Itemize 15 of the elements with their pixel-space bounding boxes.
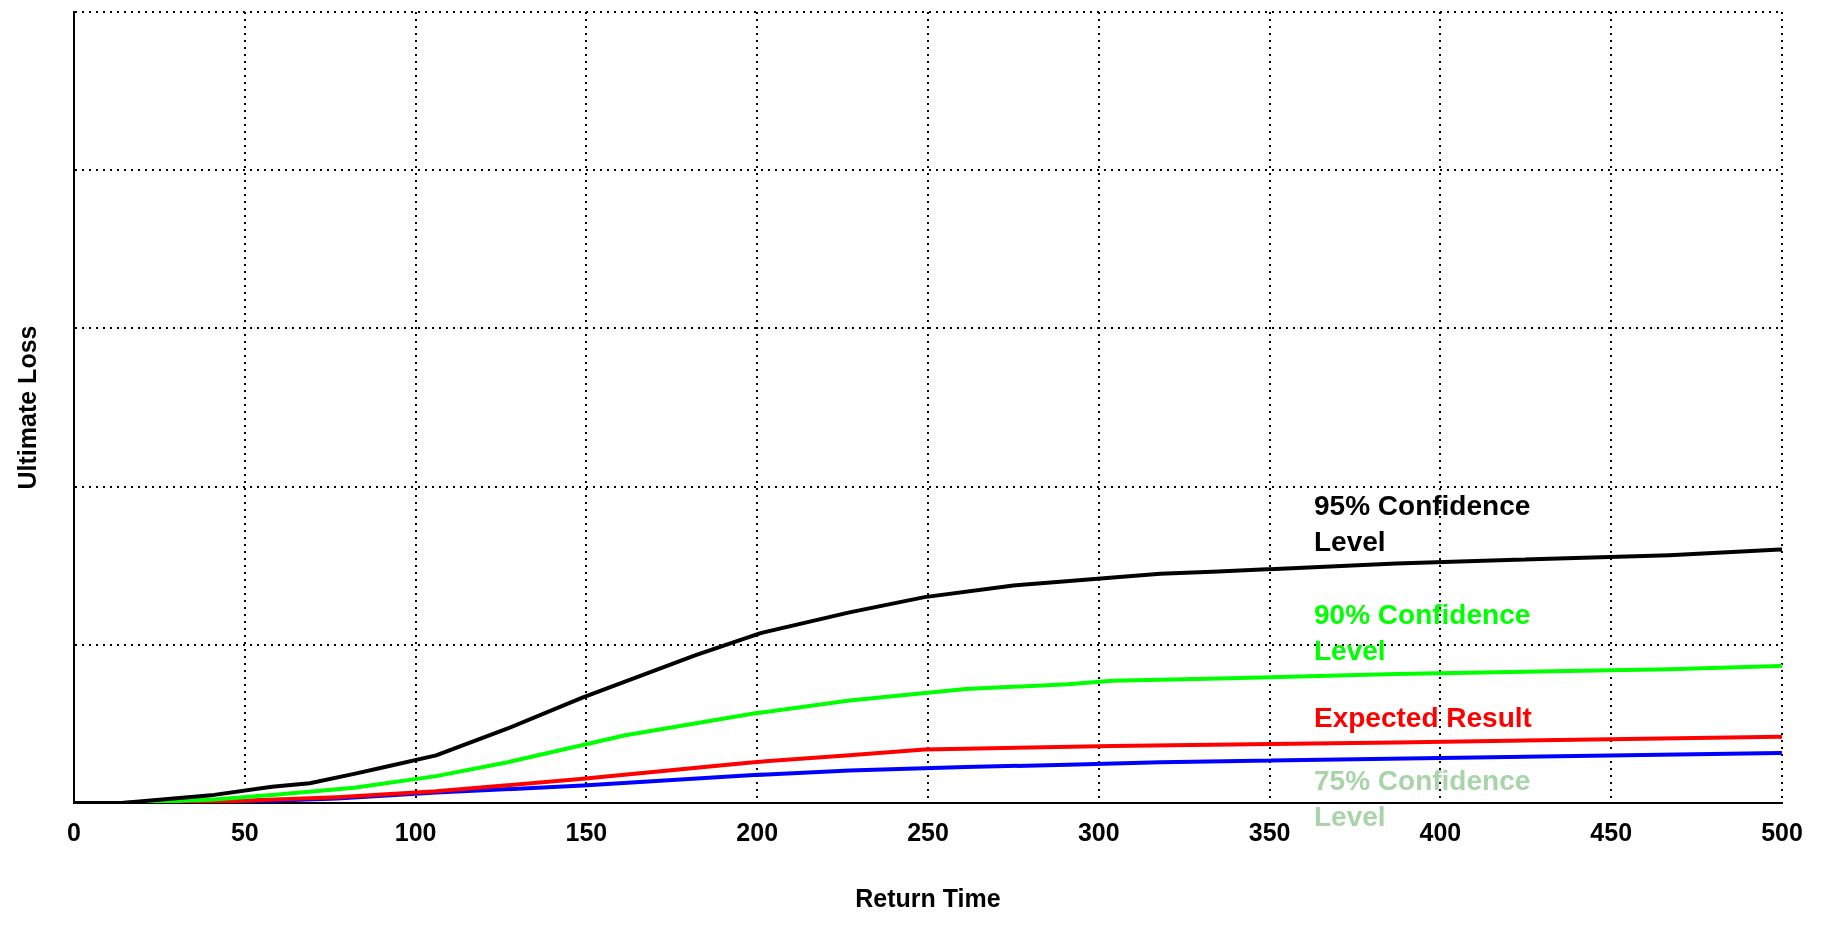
x-tick-label: 50 bbox=[230, 817, 259, 846]
series-label: 95% Confidence Level bbox=[1314, 489, 1531, 557]
x-tick-label: 450 bbox=[1590, 817, 1633, 846]
x-tick-label: 250 bbox=[907, 817, 949, 846]
x-tick-label: 500 bbox=[1761, 817, 1803, 846]
x-tick-label: 0 bbox=[67, 817, 81, 846]
x-tick-label: 150 bbox=[565, 817, 608, 846]
x-tick-label: 200 bbox=[736, 817, 779, 846]
series-label: 90% Confidence Level bbox=[1314, 598, 1531, 666]
series-label: Expected Result bbox=[1314, 702, 1532, 734]
x-tick-label: 100 bbox=[394, 817, 437, 846]
y-axis-title: Ultimate Loss bbox=[12, 325, 41, 490]
x-axis-title: Return Time bbox=[855, 883, 1001, 912]
x-tick-label: 350 bbox=[1248, 817, 1291, 846]
x-tick-label: 300 bbox=[1077, 817, 1120, 846]
